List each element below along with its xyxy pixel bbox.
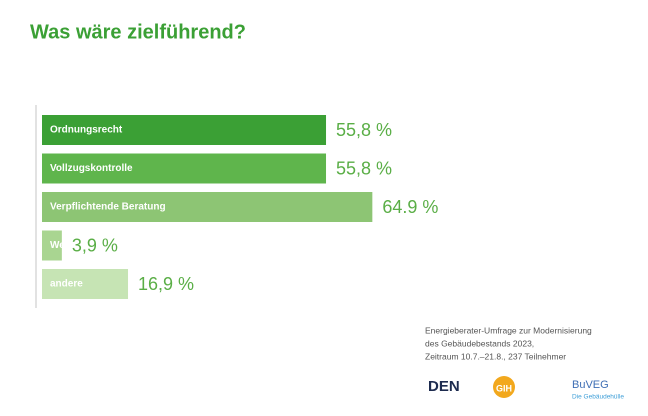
category-label: Vollzugskontrolle (50, 163, 133, 174)
logo: GIH (496, 383, 512, 393)
category-label: Verpflichtende Beratung (50, 202, 166, 213)
category-label: andere (50, 279, 83, 290)
footer-text: des Gebäudebestands 2023, (425, 338, 534, 348)
logo: Die Gebäudehülle (572, 394, 624, 401)
bar (42, 153, 327, 184)
value-label: 64.9 % (382, 197, 438, 217)
logo: DEN (428, 378, 460, 395)
bar (42, 192, 373, 222)
bar (42, 269, 129, 299)
value-label: 55,8 % (336, 158, 392, 178)
value-label: 16,9 % (138, 274, 194, 294)
logo: BuVEG (572, 379, 609, 391)
category-label: Weiß nicht (50, 240, 101, 251)
value-label: 55,8 % (336, 120, 392, 140)
footer-text: Zeitraum 10.7.–21.8., 237 Teilnehmer (425, 351, 566, 361)
bar (42, 230, 62, 261)
chart-title: Was wäre zielführend? (30, 21, 246, 43)
value-label: 3,9 % (72, 235, 118, 255)
category-label: Ordnungsrecht (50, 125, 123, 136)
footer-text: Energieberater-Umfrage zur Modernisierun… (425, 325, 592, 335)
bar (42, 115, 327, 145)
logo-shape (493, 376, 515, 398)
